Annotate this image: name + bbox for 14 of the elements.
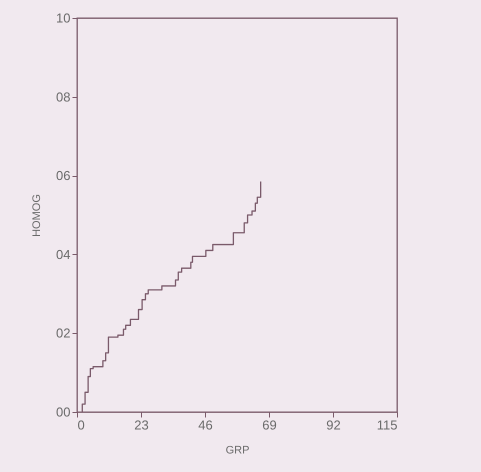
x-tick-label: 23 <box>134 418 149 432</box>
x-tick-label: 69 <box>262 418 277 432</box>
y-tick-label: 08 <box>56 89 70 104</box>
x-tick-label: 115 <box>376 418 398 432</box>
y-tick-label: 00 <box>56 404 70 420</box>
x-axis-title: GRP <box>226 444 250 456</box>
y-tick-label: 02 <box>56 326 70 341</box>
y-tick-label: 10 <box>56 10 70 26</box>
x-tick-label: 0 <box>78 418 85 432</box>
y-axis-title: HOMOG <box>31 194 44 237</box>
x-tick-label: 92 <box>326 418 341 432</box>
x-tick-label: 46 <box>198 418 213 432</box>
y-tick-label: 06 <box>56 168 70 184</box>
y-tick-label: 04 <box>56 246 70 262</box>
